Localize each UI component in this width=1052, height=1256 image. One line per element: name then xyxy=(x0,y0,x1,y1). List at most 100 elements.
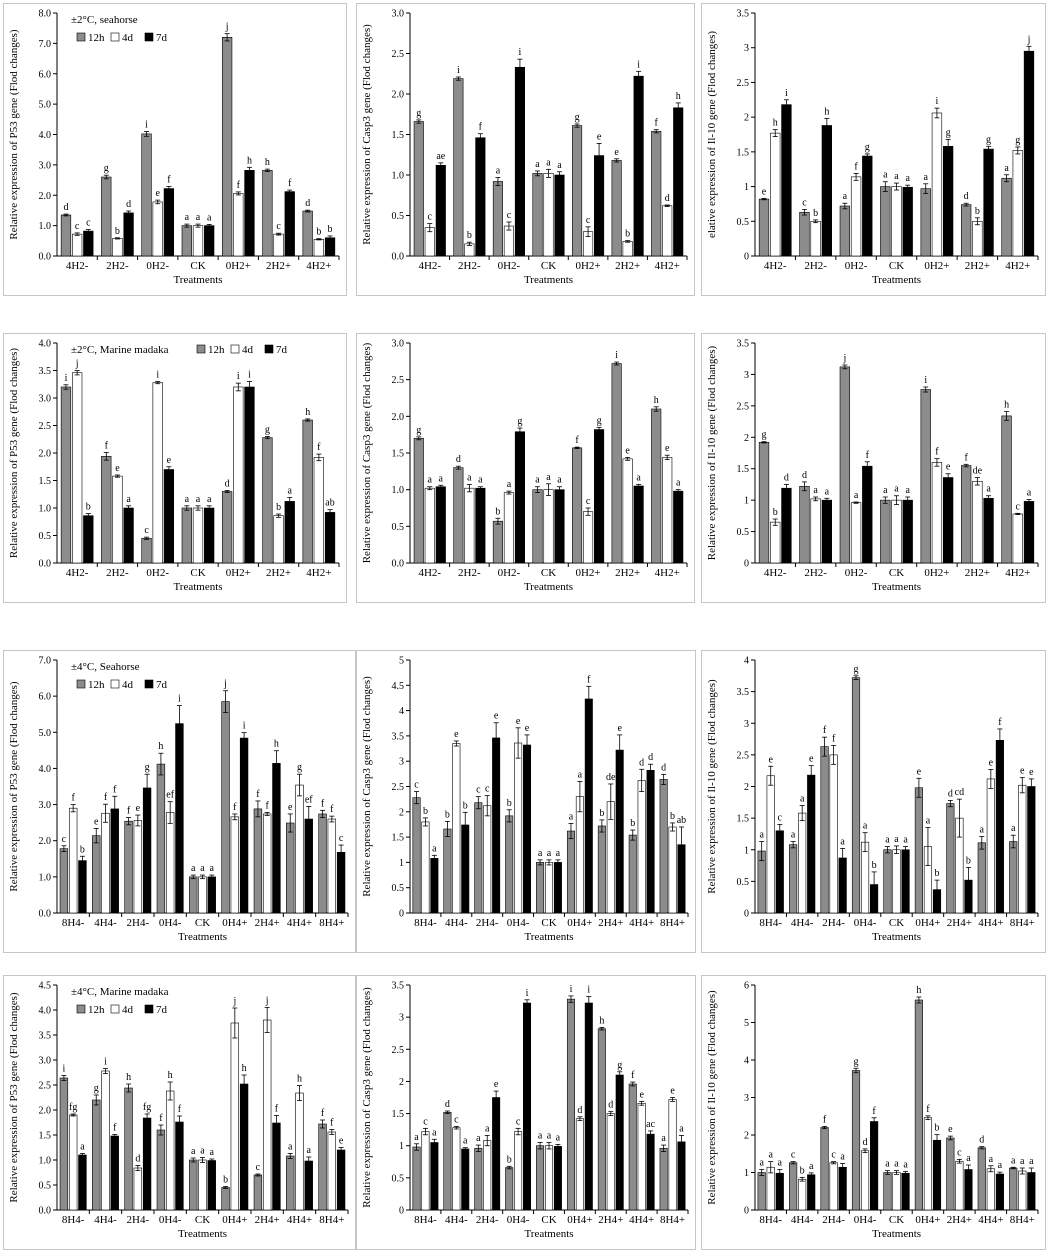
significance-letter: g xyxy=(94,1083,99,1094)
y-tick-label: 7.0 xyxy=(39,656,52,667)
bar-chart: 0 1 2 3 4 5 6 Relative expression of Il-10 gene… xyxy=(701,975,1046,1250)
x-tick-label: 0H4- xyxy=(507,917,530,929)
significance-letter: b xyxy=(80,844,85,855)
y-tick-label: 0 xyxy=(744,909,749,920)
bar-7d xyxy=(336,851,346,914)
significance-letter: e xyxy=(670,1086,675,1097)
significance-letter: c xyxy=(507,210,512,221)
significance-letter: a xyxy=(467,473,472,484)
significance-letter: c xyxy=(586,215,591,226)
significance-letter: f xyxy=(167,174,171,185)
bar-7d xyxy=(821,125,832,257)
significance-letter: d xyxy=(948,788,953,799)
x-tick-label: 4H4- xyxy=(445,1214,468,1226)
significance-letter: j xyxy=(842,353,846,364)
x-tick-label: 2H2- xyxy=(804,260,827,272)
significance-letter: a xyxy=(307,1145,312,1156)
bar-12h xyxy=(651,130,662,257)
significance-letter: a xyxy=(288,486,293,497)
significance-letter: f xyxy=(275,1104,279,1115)
bar-7d xyxy=(492,1097,501,1211)
significance-letter: h xyxy=(1004,400,1009,411)
significance-letter: f xyxy=(288,178,292,189)
bar-12h xyxy=(92,835,101,914)
significance-letter: f xyxy=(587,674,591,685)
significance-letter: h xyxy=(274,739,279,750)
significance-letter: j xyxy=(225,22,229,33)
y-tick-label: 5 xyxy=(399,656,404,667)
bar-4d xyxy=(798,812,807,914)
legend-swatch-4d xyxy=(110,679,120,689)
significance-letter: a xyxy=(546,157,551,168)
significance-letter: f xyxy=(265,801,269,812)
significance-letter: a xyxy=(428,475,433,486)
significance-letter: f xyxy=(823,1114,827,1125)
significance-letter: a xyxy=(894,834,899,845)
significance-letter: a xyxy=(998,1160,1003,1171)
x-tick-label: 2H4- xyxy=(476,1214,499,1226)
significance-letter: g xyxy=(986,134,991,145)
y-axis-label: Relative expression of P53 gene (Flod ch… xyxy=(8,348,20,559)
bar-12h xyxy=(101,176,112,257)
significance-letter: a xyxy=(800,793,805,804)
significance-letter: a xyxy=(578,769,583,780)
significance-letter: g xyxy=(854,664,859,675)
significance-letter: d xyxy=(305,198,310,209)
bar-7d xyxy=(673,490,684,564)
bar-7d xyxy=(324,512,336,564)
significance-letter: c xyxy=(802,197,807,208)
bar-12h xyxy=(597,825,606,914)
bar-7d xyxy=(304,818,313,914)
y-tick-label: 3 xyxy=(744,719,749,730)
bar-chart: 0 0.5 1 1.5 2 2.5 3 3.5 4 4.5 5 Relative expression… xyxy=(356,650,696,953)
y-tick-label: 0.5 xyxy=(39,1181,52,1192)
bar-12h xyxy=(789,844,798,914)
y-tick-label: 6.0 xyxy=(39,69,52,80)
bar-7d xyxy=(78,1154,87,1211)
significance-letter: a xyxy=(556,848,561,859)
bar-chart: 0 0.5 1 1.5 2 2.5 3 3.5 Relative expression of I… xyxy=(701,333,1046,603)
y-tick-label: 0.0 xyxy=(392,559,405,570)
y-tick-label: 0 xyxy=(399,909,404,920)
bar-12h xyxy=(883,1172,892,1211)
bar-7d xyxy=(142,787,152,914)
y-tick-label: 3.0 xyxy=(39,394,52,405)
bar-4d xyxy=(68,1114,78,1211)
significance-letter: j xyxy=(232,996,236,1007)
bar-4d xyxy=(133,1167,143,1211)
bar-7d xyxy=(554,489,565,564)
y-tick-label: 2.5 xyxy=(392,375,405,386)
chart-panel-1: 0.0 1.0 2.0 3.0 4.0 5.0 6.0 7.0 8.0 Relative expr… xyxy=(3,3,347,296)
significance-letter: a xyxy=(185,494,190,505)
significance-letter: i xyxy=(237,371,240,382)
y-tick-label: 1 xyxy=(744,496,749,507)
significance-letter: h xyxy=(168,1070,173,1081)
significance-letter: b xyxy=(625,229,630,240)
significance-letter: a xyxy=(825,486,830,497)
y-tick-label: 1.0 xyxy=(392,485,405,496)
bar-4d xyxy=(152,382,163,564)
y-axis-label: Relative expression of Il-10 gene (Flod … xyxy=(706,345,718,560)
bar-12h xyxy=(977,842,986,914)
y-tick-label: 0.0 xyxy=(392,252,405,263)
significance-letter: a xyxy=(759,830,764,841)
bar-4d xyxy=(233,386,244,564)
bar-4d xyxy=(152,201,163,257)
legend-swatch-7d xyxy=(264,344,274,354)
bar-7d xyxy=(995,740,1004,914)
y-tick-label: 1.0 xyxy=(392,171,405,182)
chart-panel-9: 0 0.5 1 1.5 2 2.5 3 3.5 4 Relative expression of … xyxy=(701,650,1046,953)
bar-7d xyxy=(673,107,684,257)
significance-letter: a xyxy=(768,1150,773,1161)
x-tick-label: 0H2- xyxy=(845,260,868,272)
significance-letter: a xyxy=(547,1131,552,1142)
y-tick-label: 3.5 xyxy=(392,981,405,992)
bar-7d xyxy=(838,1166,847,1211)
y-tick-label: 2.5 xyxy=(737,78,750,89)
x-tick-label: 2H2+ xyxy=(615,260,640,272)
significance-letter: i xyxy=(457,65,460,76)
x-tick-label: 8H4- xyxy=(62,1214,85,1226)
chart-panel-7: 0.0 1.0 2.0 3.0 4.0 5.0 6.0 7.0 Relative express… xyxy=(3,650,356,953)
bar-7d xyxy=(244,170,255,257)
significance-letter: a xyxy=(496,165,501,176)
